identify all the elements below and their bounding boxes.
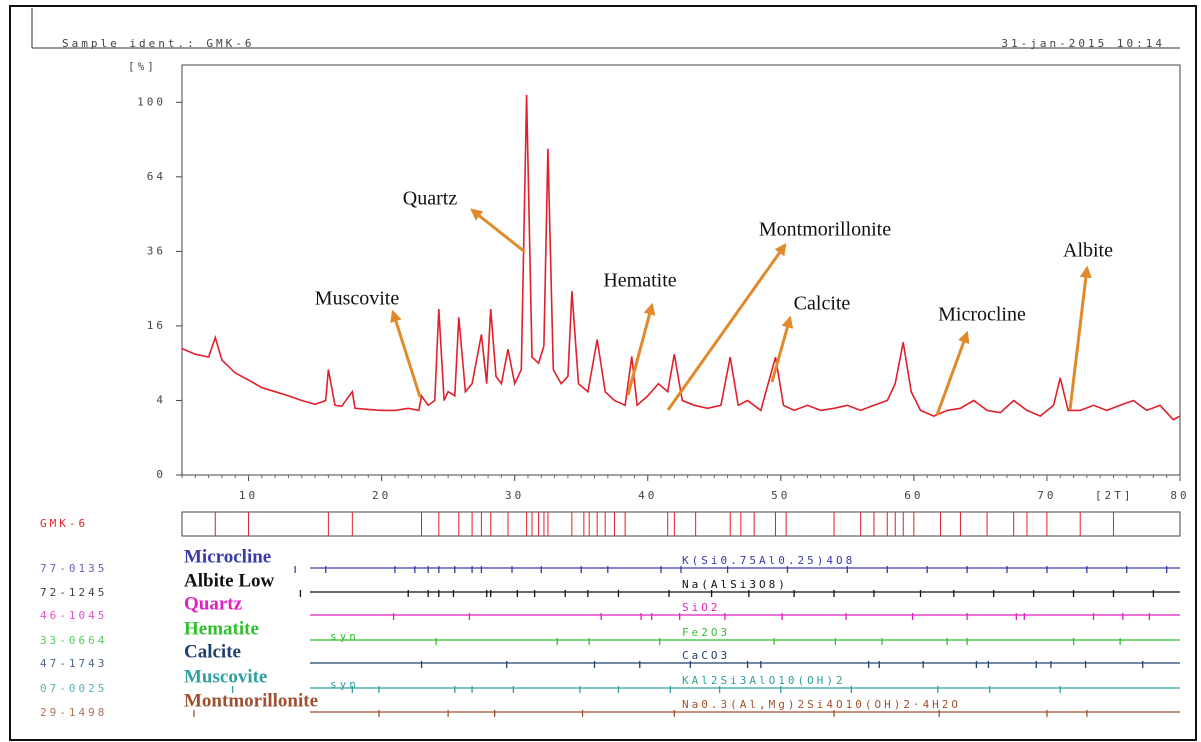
x-tick-label: 10 (239, 489, 258, 502)
annotation-arrow (1068, 265, 1092, 411)
x-tick-label: 40 (638, 489, 657, 502)
phase-name: Montmorillonite (184, 690, 318, 711)
annotation: Microcline (938, 304, 1026, 326)
annotation-arrow (666, 243, 787, 411)
sample-row-label: GMK-6 (40, 517, 88, 530)
phase-code: 47-1743 (40, 657, 107, 670)
phase-code: 29-1498 (40, 706, 107, 719)
plot-area (181, 64, 1181, 476)
annotation-arrow (770, 315, 794, 383)
phase-name: Hematite (184, 618, 259, 639)
x-tick-label: 60 (904, 489, 923, 502)
annotation-arrow (935, 330, 970, 416)
annotation: Quartz (403, 188, 458, 210)
phase-name: Quartz (184, 593, 243, 614)
phase-code: 33-0664 (40, 634, 107, 647)
phase-formula: Na0.3(Al,Mg)2Si4O10(OH)2·4H2O (682, 698, 961, 711)
annotation-arrow (470, 208, 526, 254)
x-tick-label: 50 (771, 489, 790, 502)
x-tick-label: 70 (1037, 489, 1056, 502)
y-tick-label: 4 (156, 393, 166, 406)
annotation-arrow (626, 302, 656, 396)
x-tick-label: 30 (505, 489, 524, 502)
phase-code: 07-0025 (40, 682, 107, 695)
y-tick-label: 100 (137, 95, 166, 108)
phase-name: Microcline (184, 546, 271, 567)
frame (9, 5, 1197, 741)
phase-name: Calcite (184, 641, 241, 662)
pattern-line (181, 94, 1181, 421)
y-unit: [%] (128, 60, 157, 73)
annotation: Muscovite (315, 288, 400, 310)
annotation: Montmorillonite (759, 219, 891, 241)
phase-formula: Fe2O3 (682, 626, 730, 639)
y-tick-label: 16 (147, 319, 166, 332)
annotation: Hematite (603, 270, 676, 292)
phase-formula: CaCO3 (682, 649, 730, 662)
phase-code: 46-1045 (40, 609, 107, 622)
x-tick-label: 80 (1170, 489, 1189, 502)
y-tick-label: 36 (147, 244, 166, 257)
annotation: Albite (1063, 240, 1113, 262)
phase-formula: KAl2Si3AlO10(OH)2 (682, 674, 846, 687)
phase-suffix: syn (330, 678, 359, 691)
y-tick-label: 64 (147, 170, 166, 183)
date: 31-jan-2015 10:14 (1001, 37, 1165, 50)
y-tick-label: 0 (156, 468, 166, 481)
phase-formula: SiO2 (682, 601, 721, 614)
sample-ident: Sample ident.: GMK-6 (62, 37, 254, 50)
phase-name: Muscovite (184, 666, 267, 687)
phase-code: 77-0135 (40, 562, 107, 575)
x-tick-label: 20 (372, 489, 391, 502)
x-unit: [2T] (1095, 489, 1134, 502)
phase-code: 72-1245 (40, 586, 107, 599)
phase-formula: Na(AlSi3O8) (682, 578, 788, 591)
phase-name: Albite Low (184, 570, 275, 591)
sample-row-box (181, 511, 1181, 537)
annotation: Calcite (794, 293, 851, 315)
phase-formula: K(Si0.75Al0.25)4O8 (682, 554, 855, 567)
annotation-arrow (390, 309, 422, 398)
phase-suffix: syn (330, 630, 359, 643)
